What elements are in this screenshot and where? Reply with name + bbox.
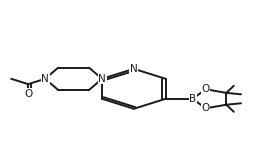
Text: N: N [98, 74, 106, 84]
Text: O: O [24, 89, 32, 99]
Text: O: O [202, 103, 210, 113]
Text: N: N [130, 64, 138, 74]
Text: N: N [41, 74, 49, 84]
Text: B: B [189, 94, 196, 104]
Text: O: O [202, 84, 210, 94]
